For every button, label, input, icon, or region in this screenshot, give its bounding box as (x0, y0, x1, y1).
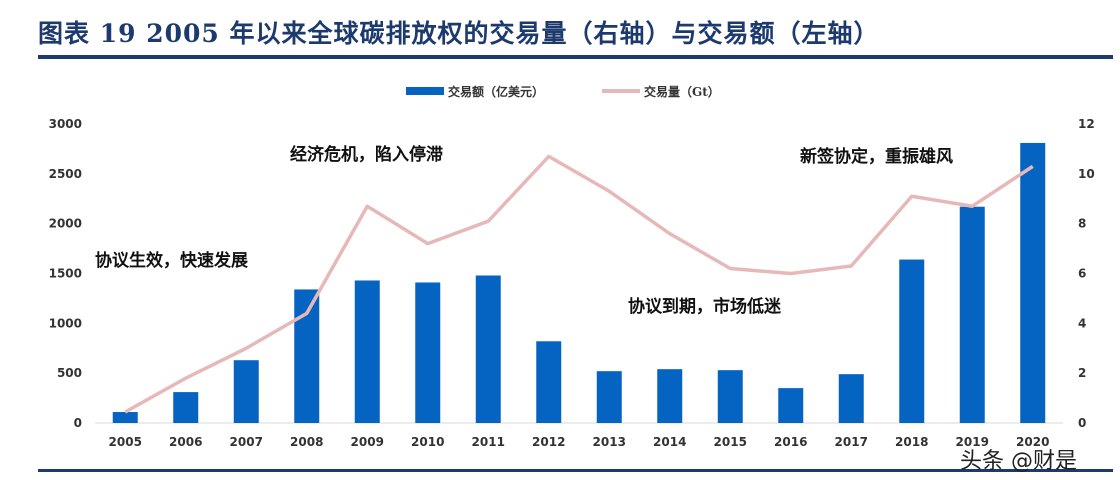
x-tick-label: 2013 (593, 435, 626, 449)
bar-2016 (778, 388, 804, 423)
y-right-tick-label: 4 (1078, 316, 1086, 330)
figure-title: 图表 19 2005 年以来全球碳排放权的交易量（右轴）与交易额（左轴） (38, 19, 880, 48)
x-tick-label: 2007 (230, 435, 263, 449)
bar-2019 (959, 206, 985, 423)
y-right-tick-label: 10 (1078, 167, 1095, 181)
annotation: 协议生效，快速发展 (95, 250, 248, 271)
bar-2017 (838, 374, 864, 423)
bar-2007 (233, 360, 259, 423)
x-tick-label: 2020 (1016, 435, 1049, 449)
bar-2008 (294, 289, 320, 423)
bar-2011 (475, 275, 501, 423)
legend-swatch-amount (406, 87, 444, 95)
x-tick-label: 2006 (169, 435, 202, 449)
bar-2012 (536, 341, 562, 423)
x-tick-label: 2019 (956, 435, 989, 449)
bottom-rule (38, 469, 1113, 472)
x-tick-label: 2010 (411, 435, 444, 449)
bar-2009 (354, 280, 380, 423)
x-tick-label: 2018 (895, 435, 928, 449)
legend-label-amount: 交易额（亿美元） (448, 84, 544, 99)
x-tick-label: 2014 (653, 435, 686, 449)
bar-2010 (415, 282, 441, 423)
x-tick-label: 2005 (109, 435, 142, 449)
y-right-tick-label: 6 (1078, 267, 1086, 281)
y-right-tick-label: 2 (1078, 366, 1086, 380)
x-tick-label: 2009 (351, 435, 384, 449)
y-left-tick-label: 2000 (49, 217, 82, 231)
watermark: 头条 @财是 (960, 449, 1077, 474)
bar-2006 (173, 392, 199, 423)
annotation: 新签协定，重振雄风 (800, 146, 953, 167)
annotation: 经济危机，陷入停滞 (290, 144, 443, 165)
x-tick-label: 2015 (714, 435, 747, 449)
y-right-tick-label: 8 (1078, 217, 1086, 231)
bar-2005 (112, 412, 138, 423)
y-left-tick-label: 1000 (49, 316, 82, 330)
y-left-tick-label: 3000 (49, 117, 82, 131)
x-tick-label: 2016 (774, 435, 807, 449)
y-right-tick-label: 12 (1078, 117, 1095, 131)
y-right-tick-label: 0 (1078, 416, 1086, 430)
bar-2018 (899, 259, 925, 423)
x-tick-label: 2008 (290, 435, 323, 449)
bar-2014 (657, 369, 683, 423)
volume-line (124, 154, 1034, 414)
x-tick-label: 2017 (835, 435, 868, 449)
bar-2020 (1020, 142, 1046, 424)
x-tick-label: 2012 (532, 435, 565, 449)
legend-label-volume: 交易量（Gt） (644, 84, 720, 99)
y-left-tick-label: 2500 (49, 167, 82, 181)
y-left-tick-label: 0 (74, 416, 82, 430)
annotation: 协议到期，市场低迷 (628, 296, 782, 317)
legend-swatch-volume (602, 89, 640, 93)
y-left-tick-label: 1500 (49, 267, 82, 281)
bar-2015 (717, 370, 743, 423)
bar-2013 (596, 371, 622, 423)
y-left-tick-label: 500 (57, 366, 82, 380)
title-rule (38, 55, 1113, 59)
x-tick-label: 2011 (472, 435, 505, 449)
